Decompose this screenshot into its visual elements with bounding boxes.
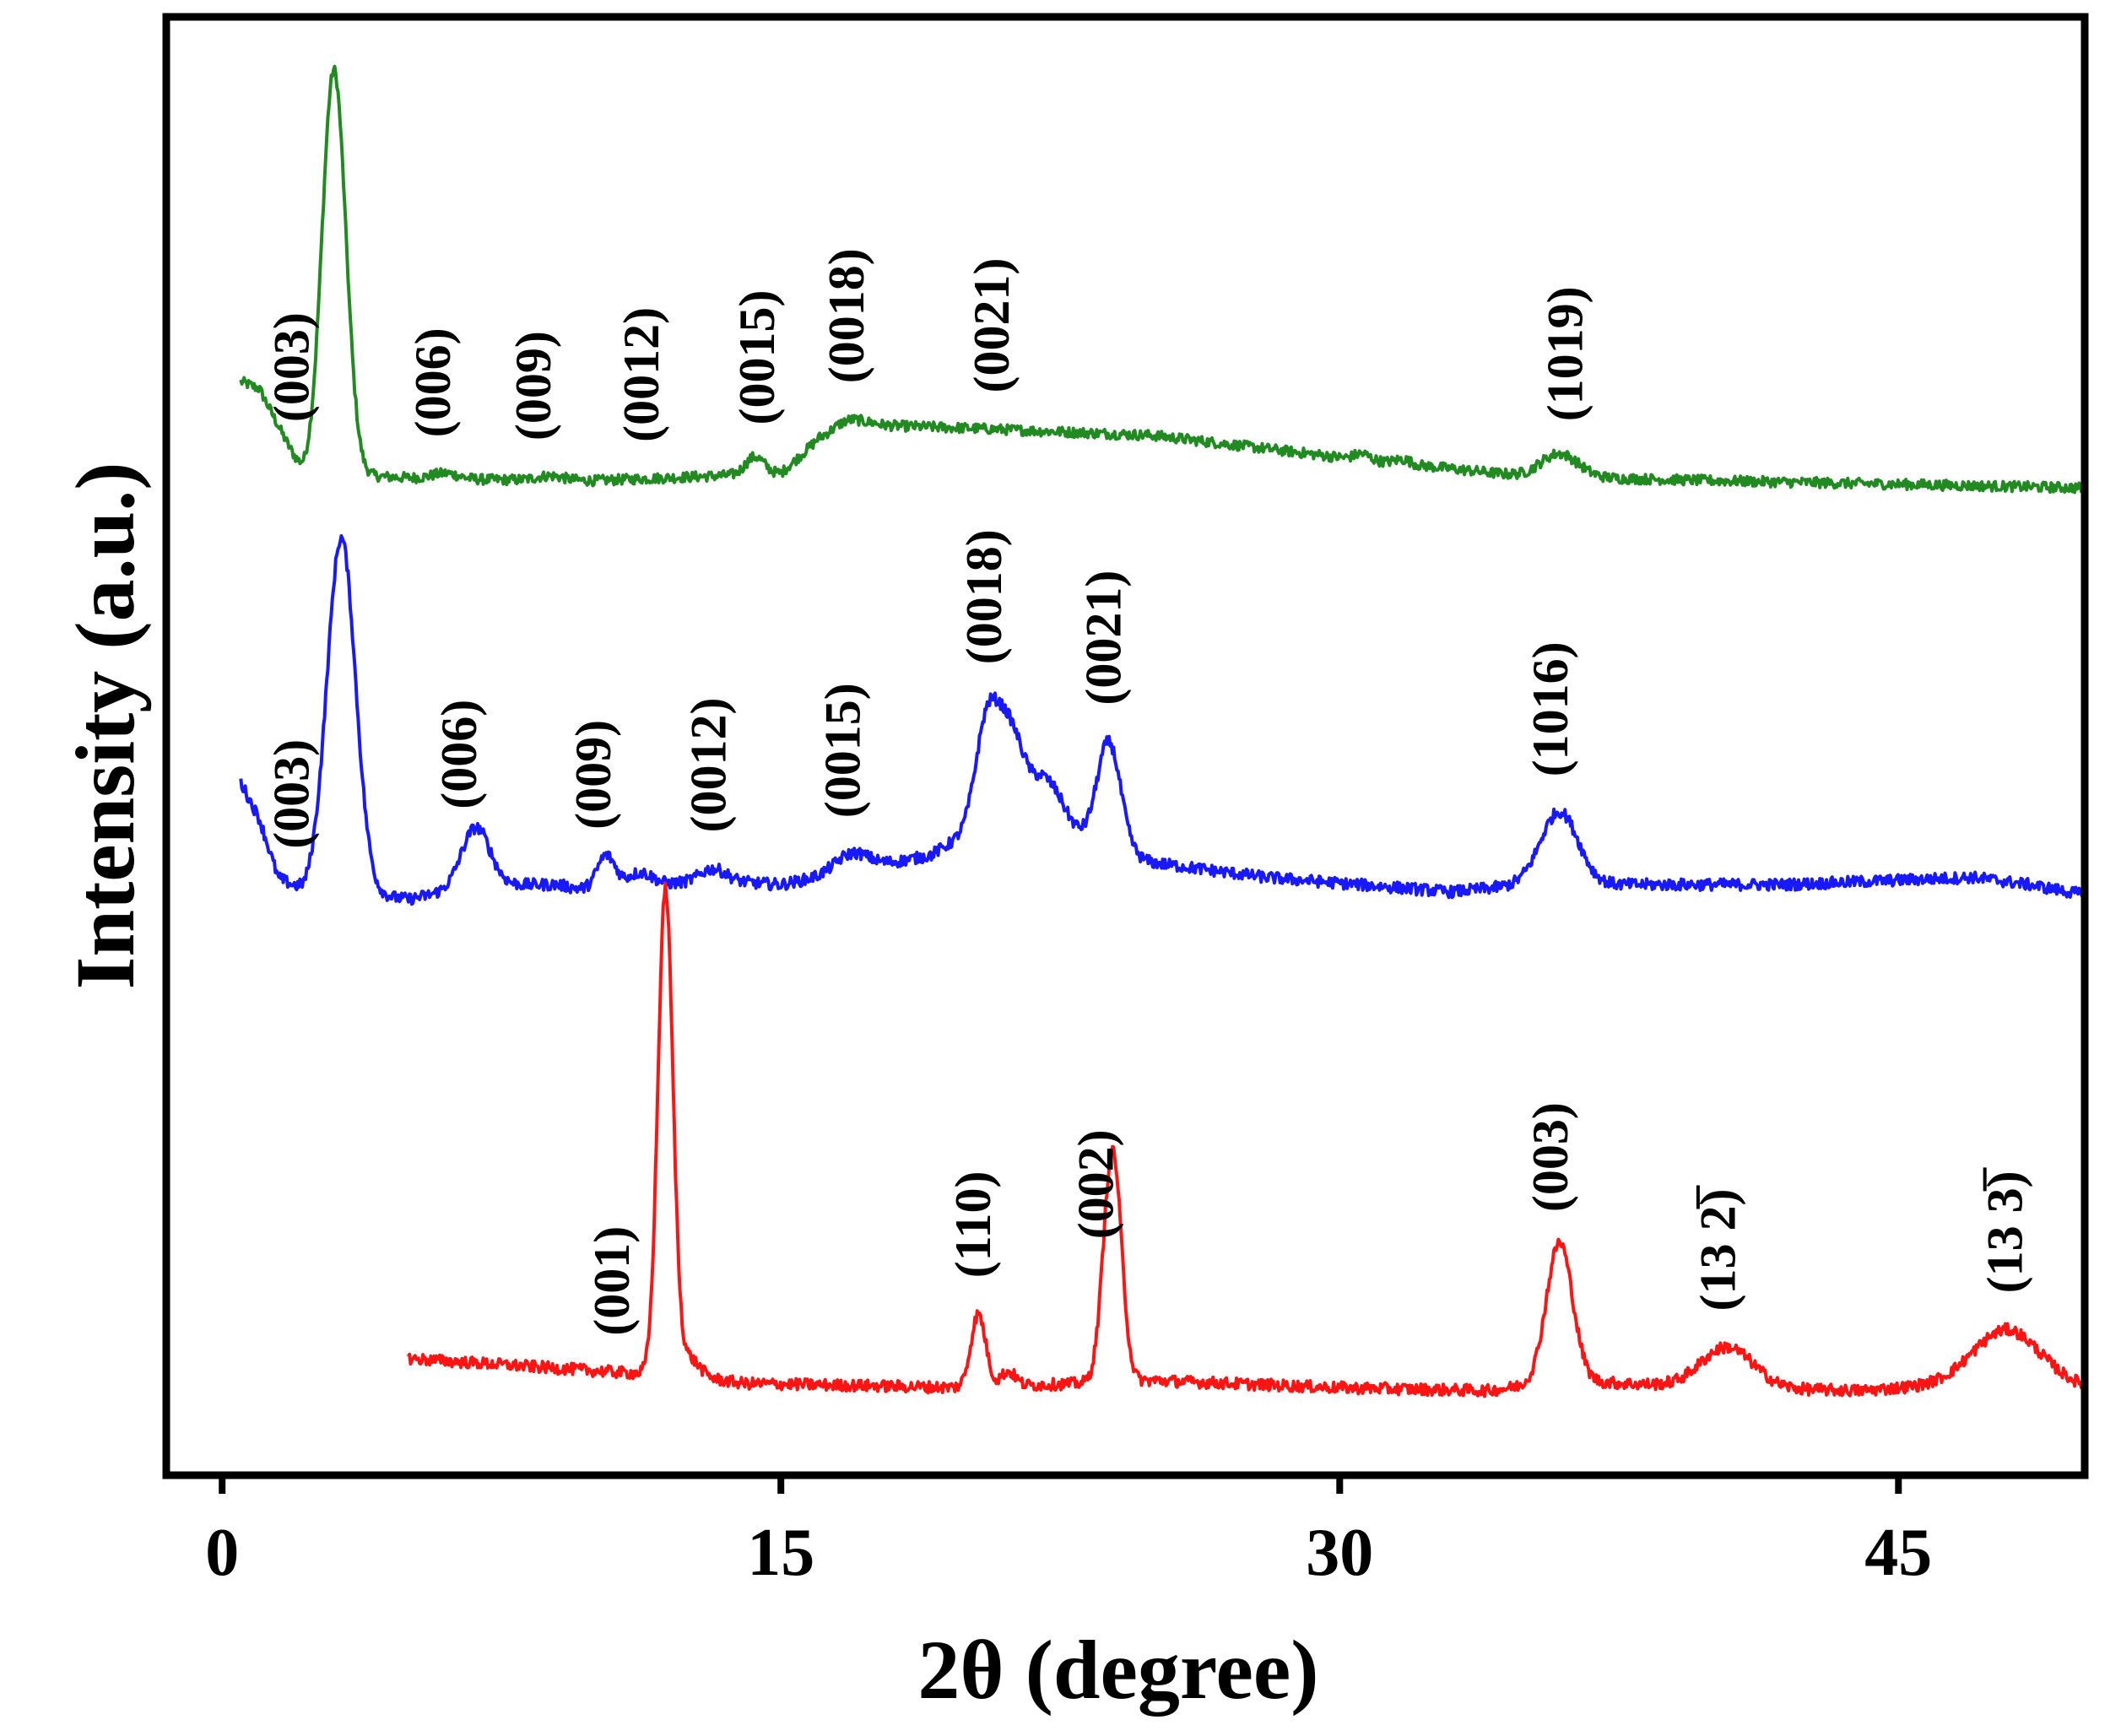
peak-label: (001) <box>584 1226 640 1336</box>
series-line-middle <box>239 534 2086 906</box>
x-tick-layer: 0 15 30 45 <box>205 1475 1932 1590</box>
y-axis-title: Intensity (a.u.) <box>58 462 152 989</box>
peak-label: (0012) <box>681 698 737 833</box>
peak-label: (110) <box>945 1171 1001 1279</box>
x-tick-label: 30 <box>1306 1516 1373 1590</box>
peak-label: (1019) <box>1538 286 1593 421</box>
x-tick-label: 0 <box>205 1516 239 1590</box>
peak-label: (0021) <box>964 258 1020 393</box>
x-tick-label: 45 <box>1864 1516 1932 1590</box>
peak-label: (1016) <box>1523 641 1578 776</box>
peak-label: (0018) <box>956 529 1012 664</box>
peak-label: (009) <box>506 331 561 441</box>
peak-label: (003) <box>263 739 319 849</box>
peak-label: (006) <box>405 327 461 437</box>
x-tick-label: 15 <box>747 1516 814 1590</box>
series-line-bottom <box>407 881 2086 1398</box>
peak-label: (002) <box>1069 1129 1124 1239</box>
x-axis-title: 2θ (degree) <box>917 1623 1318 1717</box>
peak-label: (006) <box>431 700 487 809</box>
peak-label: (003) <box>263 312 319 422</box>
peak-label-layer: (003) (006) (009) (0012) (0015) (0018) (0021) (… <box>263 248 2032 1335</box>
peak-label: (0021) <box>1075 571 1131 706</box>
peak-label: (003) <box>1523 1102 1578 1212</box>
peak-label: (0015) <box>729 290 785 425</box>
peak-label: (0015) <box>814 683 870 818</box>
peak-label: (0012) <box>614 307 669 442</box>
peak-label: (0018) <box>819 248 874 383</box>
peak-label: (13 3) <box>1977 1171 2032 1293</box>
series-line-top <box>239 64 2086 495</box>
peak-label: (13 2) <box>1691 1189 1746 1311</box>
plot-frame <box>162 13 2089 1479</box>
series-layer <box>239 64 2086 1398</box>
peak-label: (009) <box>565 720 621 830</box>
